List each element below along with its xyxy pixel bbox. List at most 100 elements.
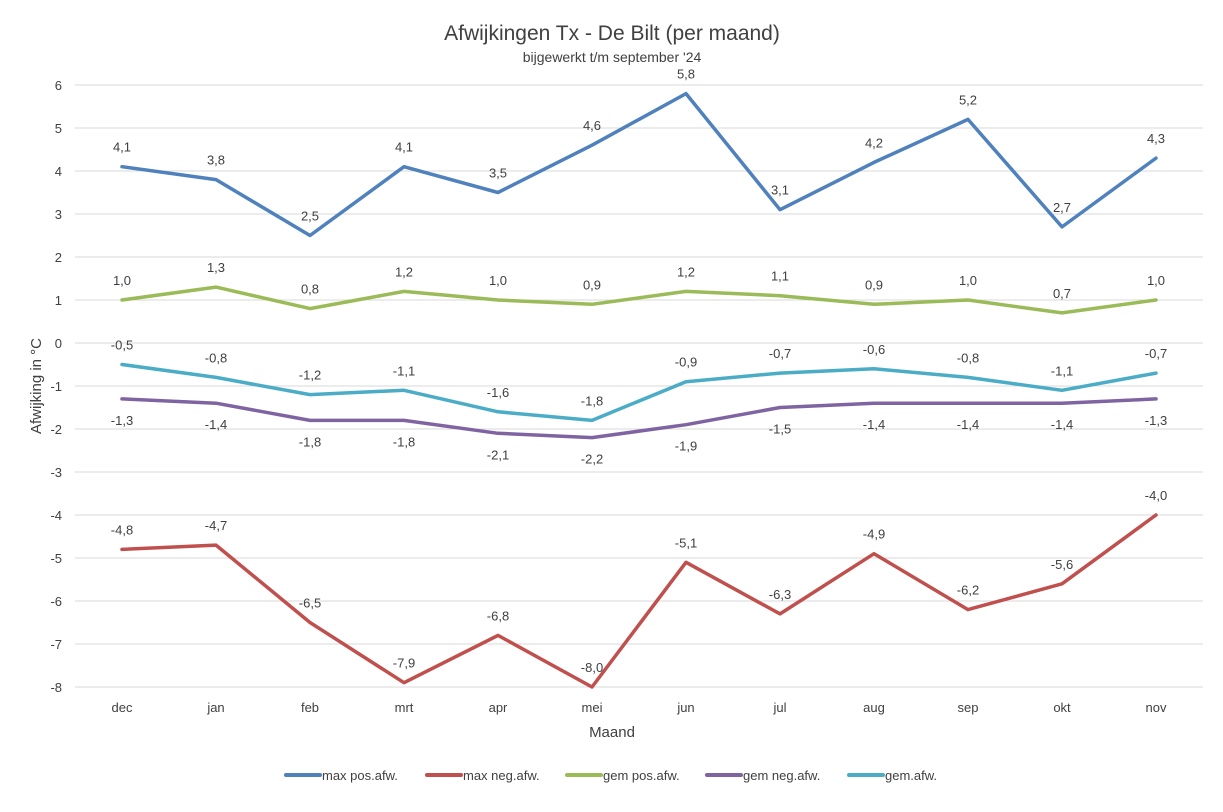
x-tick-label: apr xyxy=(489,700,508,715)
x-tick-label: nov xyxy=(1146,700,1167,715)
y-tick-label: -2 xyxy=(50,422,62,437)
data-label: -4,7 xyxy=(205,518,227,533)
y-tick-label: 1 xyxy=(55,293,62,308)
series-line-3 xyxy=(120,397,1158,440)
data-label: -0,7 xyxy=(769,346,791,361)
data-label: 1,2 xyxy=(677,264,695,279)
chart-subtitle: bijgewerkt t/m september '24 xyxy=(523,49,702,65)
data-label: -6,8 xyxy=(487,608,509,623)
legend-label: gem pos.afw. xyxy=(603,768,680,783)
data-label: 4,2 xyxy=(865,135,883,150)
x-tick-label: mrt xyxy=(395,700,414,715)
data-label: 4,1 xyxy=(113,140,131,155)
data-label: -1,8 xyxy=(393,434,415,449)
data-label: -1,3 xyxy=(111,413,133,428)
chart-title: Afwijkingen Tx - De Bilt (per maand) xyxy=(444,22,780,45)
legend-label: max pos.afw. xyxy=(322,768,398,783)
y-tick-label: -5 xyxy=(50,551,62,566)
data-label: -6,2 xyxy=(957,583,979,598)
y-tick-label: 4 xyxy=(55,164,62,179)
data-label: 3,1 xyxy=(771,183,789,198)
data-label: 0,7 xyxy=(1053,286,1071,301)
data-label: 1,0 xyxy=(959,273,977,288)
data-label: -4,0 xyxy=(1145,488,1167,503)
x-tick-label: sep xyxy=(958,700,979,715)
data-label: 1,0 xyxy=(1147,273,1165,288)
x-tick-label: jan xyxy=(206,700,224,715)
data-label: -7,9 xyxy=(393,656,415,671)
data-label: -1,1 xyxy=(1051,363,1073,378)
data-label: -0,5 xyxy=(111,338,133,353)
x-tick-label: feb xyxy=(301,700,319,715)
data-label: -1,4 xyxy=(205,417,227,432)
data-label: -8,0 xyxy=(581,660,603,675)
data-label: -1,5 xyxy=(769,422,791,437)
series-line-1 xyxy=(120,513,1158,689)
y-tick-label: -6 xyxy=(50,594,62,609)
y-tick-label: 2 xyxy=(55,250,62,265)
data-label: -1,3 xyxy=(1145,413,1167,428)
data-label: -4,8 xyxy=(111,522,133,537)
data-label: -0,8 xyxy=(205,350,227,365)
data-label: 4,6 xyxy=(583,118,601,133)
data-label: -1,6 xyxy=(487,385,509,400)
data-label: -0,7 xyxy=(1145,346,1167,361)
x-tick-label: jun xyxy=(676,700,694,715)
data-label: 1,0 xyxy=(489,273,507,288)
data-label: 1,2 xyxy=(395,264,413,279)
data-label: -6,5 xyxy=(299,596,321,611)
y-tick-label: 3 xyxy=(55,207,62,222)
data-label: -4,9 xyxy=(863,527,885,542)
data-label: -1,9 xyxy=(675,439,697,454)
data-label: -5,1 xyxy=(675,535,697,550)
x-tick-label: mei xyxy=(582,700,603,715)
data-label: 1,1 xyxy=(771,269,789,284)
y-tick-label: -1 xyxy=(50,379,62,394)
data-label: 4,1 xyxy=(395,140,413,155)
data-label: -5,6 xyxy=(1051,557,1073,572)
y-tick-label: -4 xyxy=(50,508,62,523)
series-line-4 xyxy=(120,362,1158,423)
data-label: -1,2 xyxy=(299,368,321,383)
data-label: 5,8 xyxy=(677,67,695,82)
data-label: 0,9 xyxy=(865,277,883,292)
legend-label: gem.afw. xyxy=(885,768,937,783)
data-label: 4,3 xyxy=(1147,131,1165,146)
data-label: 1,0 xyxy=(113,273,131,288)
y-tick-label: 6 xyxy=(55,78,62,93)
data-label: 5,2 xyxy=(959,92,977,107)
y-axis-label: Afwijking in °C xyxy=(28,338,45,434)
data-label: -1,8 xyxy=(581,393,603,408)
data-label: -0,8 xyxy=(957,350,979,365)
y-tick-label: -7 xyxy=(50,637,62,652)
legend-label: max neg.afw. xyxy=(463,768,540,783)
data-label: -2,1 xyxy=(487,447,509,462)
data-label: -1,4 xyxy=(1051,417,1073,432)
series-line-0 xyxy=(120,91,1158,238)
y-tick-label: 0 xyxy=(55,336,62,351)
legend-label: gem neg.afw. xyxy=(743,768,820,783)
data-label: -1,8 xyxy=(299,434,321,449)
data-label: 2,7 xyxy=(1053,200,1071,215)
y-tick-label: -8 xyxy=(50,680,62,695)
data-label: 2,5 xyxy=(301,209,319,224)
series-line-2 xyxy=(120,285,1158,315)
data-label: -0,9 xyxy=(675,355,697,370)
x-axis-label: Maand xyxy=(589,724,635,741)
data-label: -1,1 xyxy=(393,363,415,378)
data-label: -6,3 xyxy=(769,587,791,602)
data-label: -1,4 xyxy=(957,417,979,432)
x-tick-label: aug xyxy=(863,700,885,715)
y-tick-label: -3 xyxy=(50,465,62,480)
data-label: -1,4 xyxy=(863,417,885,432)
x-tick-label: jul xyxy=(772,700,786,715)
data-label: 3,8 xyxy=(207,153,225,168)
data-label: -0,6 xyxy=(863,342,885,357)
data-label: -2,2 xyxy=(581,452,603,467)
data-label: 3,5 xyxy=(489,166,507,181)
data-label: 0,8 xyxy=(301,282,319,297)
y-tick-label: 5 xyxy=(55,121,62,136)
x-tick-label: okt xyxy=(1053,700,1071,715)
